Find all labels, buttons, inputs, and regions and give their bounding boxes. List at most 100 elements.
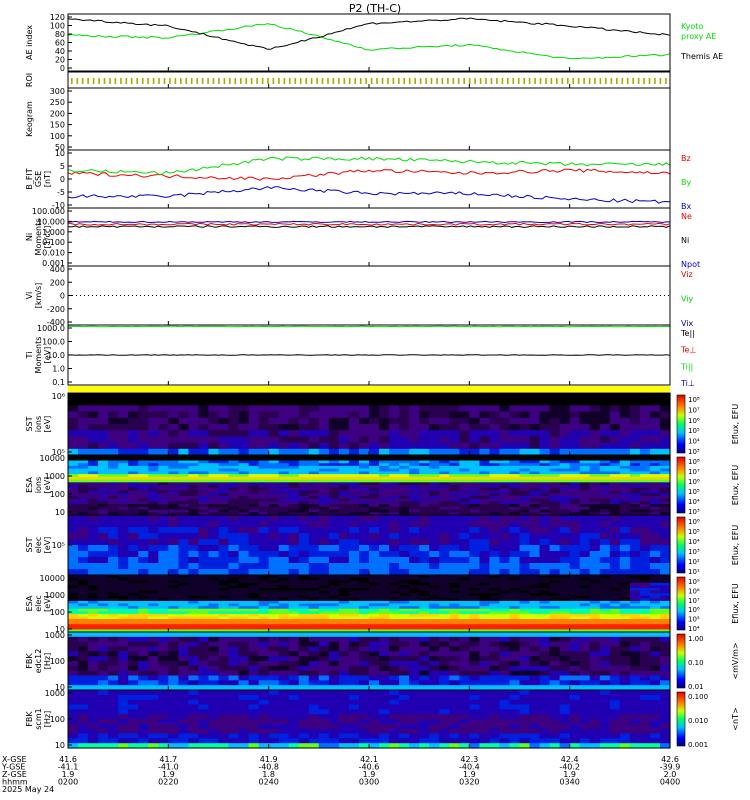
- spectro-cell: [338, 533, 350, 540]
- spectro-cell: [519, 527, 531, 534]
- spectro-cell: [118, 714, 129, 720]
- spectro-cell: [138, 619, 149, 623]
- spectro-cell: [449, 468, 460, 472]
- spectro-cell: [268, 482, 280, 486]
- spectro-cell: [128, 575, 139, 579]
- spectro-cell: [369, 527, 380, 534]
- spectro-cell: [599, 624, 611, 628]
- spectro-cell: [288, 430, 300, 437]
- spectro-cell: [569, 670, 581, 677]
- spectro-cell: [549, 670, 561, 677]
- spectro-cell: [158, 619, 169, 623]
- spectro-cell: [268, 588, 280, 592]
- spectro-cell: [419, 479, 430, 483]
- spectro-cell: [108, 482, 119, 486]
- spectro-cell: [549, 533, 561, 540]
- spectro-cell: [469, 493, 480, 497]
- spectro-cell: [68, 551, 79, 558]
- spectro-cell: [318, 504, 330, 508]
- spectro-cell: [308, 699, 320, 706]
- spectro-cell: [178, 482, 189, 486]
- spectro-cell: [489, 539, 500, 546]
- spectro-cell: [208, 493, 220, 497]
- spectro-cell: [248, 606, 260, 610]
- spectro-cell: [609, 430, 621, 437]
- spectro-cell: [619, 588, 631, 592]
- spectro-cell: [148, 436, 159, 444]
- spectro-cell: [589, 485, 601, 489]
- spectro-cell: [348, 557, 360, 564]
- spectro-cell: [429, 442, 440, 450]
- spectro-cell: [609, 393, 621, 400]
- spectro-cell: [529, 646, 541, 652]
- spectro-cell: [509, 512, 521, 516]
- spectro-cell: [569, 577, 581, 581]
- spectro-cell: [369, 575, 380, 579]
- spectro-cell: [529, 593, 541, 597]
- spectro-cell: [419, 471, 430, 475]
- spectro-cell: [549, 545, 561, 552]
- spectro-cell: [168, 448, 179, 456]
- spectro-cell: [409, 719, 420, 725]
- spectro-cell: [338, 690, 350, 696]
- spectro-cell: [168, 714, 179, 720]
- spectro-cell: [619, 460, 631, 464]
- spectro-cell: [479, 411, 490, 419]
- spectro-cell: [88, 641, 99, 648]
- spectro-cell: [248, 598, 260, 602]
- spectro-cell: [88, 515, 99, 522]
- spectro-cell: [459, 527, 470, 534]
- spectro-cell: [419, 474, 430, 478]
- spectro-cell: [539, 463, 551, 467]
- spectro-cell: [218, 506, 230, 511]
- spectro-cell: [379, 699, 390, 706]
- spectro-cell: [158, 482, 169, 486]
- spectro-cell: [649, 424, 661, 431]
- spectro-cell: [248, 656, 260, 662]
- spectro-cell: [359, 442, 370, 450]
- spectro-cell: [128, 624, 139, 628]
- spectro-cell: [549, 521, 561, 528]
- spectro-cell: [78, 424, 89, 431]
- spectro-cell: [409, 471, 420, 475]
- spectro-cell: [188, 632, 199, 638]
- spectro-cell: [599, 577, 611, 581]
- spectro-cell: [379, 714, 390, 720]
- spectro-cell: [529, 626, 541, 630]
- spectro-cell: [619, 487, 631, 491]
- spectro-cell: [579, 436, 591, 444]
- spectro-cell: [569, 632, 581, 638]
- spectro-cell: [308, 582, 320, 586]
- spectro-cell: [228, 498, 240, 502]
- spectro-cell: [459, 482, 470, 486]
- spectro-cell: [379, 661, 390, 667]
- spectro-cell: [178, 611, 189, 615]
- spectro-cell: [258, 588, 270, 592]
- spectro-cell: [138, 694, 149, 701]
- spectro-cell: [108, 629, 119, 633]
- spectro-cell: [188, 613, 199, 618]
- spectro-cell: [469, 498, 480, 502]
- spectro-cell: [459, 436, 470, 444]
- spectro-cell: [619, 545, 631, 552]
- spectro-cell: [208, 490, 220, 494]
- spectro-cell: [549, 460, 561, 464]
- spectro-cell: [439, 632, 450, 638]
- spectro-cell: [449, 595, 460, 599]
- spectro-cell: [399, 495, 410, 500]
- spectro-cell: [68, 527, 79, 534]
- spectro-cell: [439, 575, 450, 579]
- spectro-cell: [248, 646, 260, 652]
- spectro-cell: [348, 539, 360, 546]
- spectro-cell: [148, 723, 159, 730]
- spectro-cell: [660, 651, 671, 657]
- spectro-cell: [128, 636, 139, 643]
- spectro-cell: [569, 582, 581, 586]
- spectro-cell: [499, 593, 510, 597]
- spectro-cell: [138, 600, 149, 605]
- spectro-cell: [579, 509, 591, 513]
- spectro-cell: [318, 585, 330, 589]
- spectro-cell: [138, 509, 149, 513]
- spectro-cell: [609, 485, 621, 489]
- spectro-cell: [409, 436, 420, 444]
